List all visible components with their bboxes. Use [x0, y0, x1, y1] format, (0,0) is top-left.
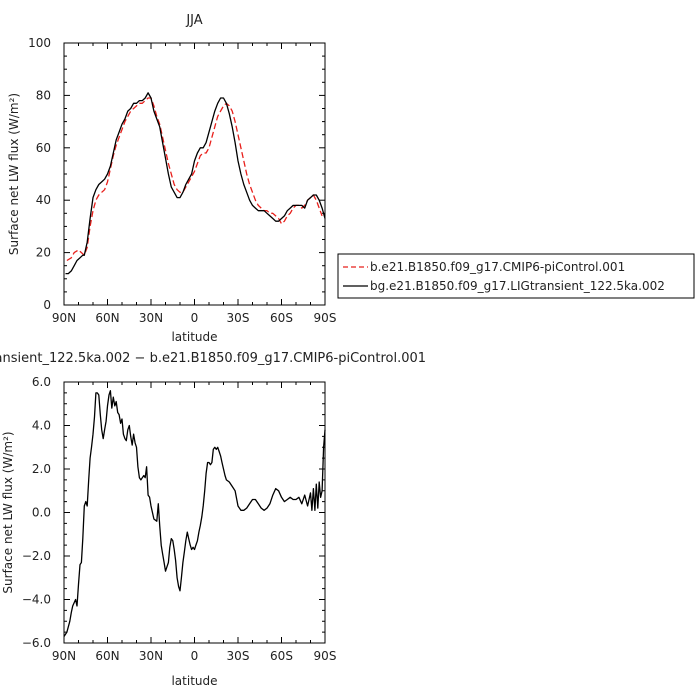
- legend-label: bg.e21.B1850.f09_g17.LIGtransient_122.5k…: [370, 279, 665, 293]
- y-tick-label: 20: [36, 246, 51, 260]
- panel-title: JJA: [185, 13, 202, 28]
- y-tick-label: 60: [36, 141, 51, 155]
- y-tick-label: −2.0: [22, 549, 51, 563]
- y-tick-label: 4.0: [32, 419, 51, 433]
- y-tick-label: −4.0: [22, 593, 51, 607]
- panel-title: LIGtransient_122.5ka.002 − b.e21.B1850.f…: [0, 351, 426, 366]
- x-axis-title: latitude: [171, 330, 217, 344]
- x-tick-label: 60S: [270, 311, 293, 325]
- y-tick-label: −6.0: [22, 636, 51, 650]
- x-tick-label: 90N: [52, 649, 76, 663]
- legend: b.e21.B1850.f09_g17.CMIP6-piControl.001b…: [337, 253, 695, 299]
- y-tick-label: 6.0: [32, 375, 51, 389]
- y-axis-title: Surface net LW flux (W/m²): [7, 93, 21, 255]
- plot-frame: [63, 42, 326, 306]
- plot-frame: [63, 381, 326, 644]
- y-axis-title: Surface net LW flux (W/m²): [1, 431, 15, 593]
- y-tick-label: 40: [36, 193, 51, 207]
- x-tick-label: 30N: [139, 311, 163, 325]
- x-axis-title: latitude: [171, 674, 217, 688]
- y-tick-label: 0: [43, 298, 51, 312]
- y-tick-label: 2.0: [32, 462, 51, 476]
- series-line-1: [63, 390, 326, 637]
- x-tick-label: 30S: [227, 649, 250, 663]
- panel-1: JJA 90N 60N 30N 0 30S 60S 90S 0 20 40 60 80 100 latitu…: [7, 13, 695, 344]
- x-tick-label: 0: [191, 649, 199, 663]
- x-tick-label: 0: [191, 311, 199, 325]
- x-tick-label: 30S: [227, 311, 250, 325]
- x-tick-label: 60N: [95, 649, 119, 663]
- y-tick-label: 100: [28, 36, 51, 50]
- y-tick-label: 80: [36, 88, 51, 102]
- x-tick-label: 90N: [52, 311, 76, 325]
- x-tick-label: 60N: [95, 311, 119, 325]
- x-tick-label: 90S: [314, 311, 337, 325]
- legend-label: b.e21.B1850.f09_g17.CMIP6-piControl.001: [370, 260, 625, 274]
- x-tick-label: 90S: [314, 649, 337, 663]
- y-tick-label: 0.0: [32, 506, 51, 520]
- panel-2: LIGtransient_122.5ka.002 − b.e21.B1850.f…: [0, 351, 426, 688]
- series-line-2: [65, 92, 326, 275]
- x-tick-label: 60S: [270, 649, 293, 663]
- legend-box: [337, 253, 695, 299]
- x-tick-label: 30N: [139, 649, 163, 663]
